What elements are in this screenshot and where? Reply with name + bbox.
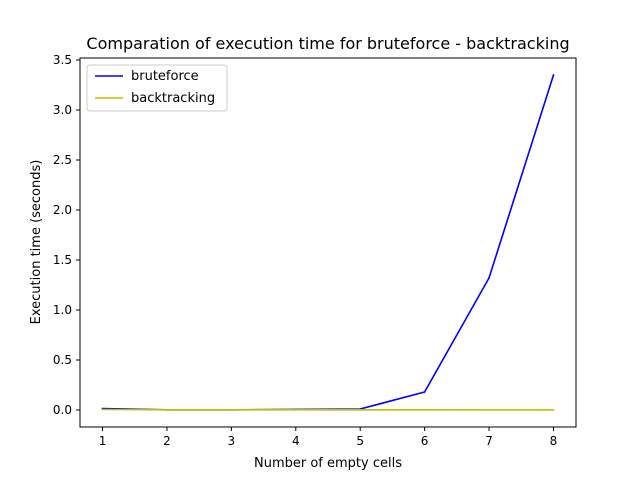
- axes-frame: [79, 57, 577, 428]
- x-tick-label-6: 6: [421, 434, 429, 448]
- data-point-backtracking-2: [166, 409, 168, 411]
- y-tick-label-3.0: 3.0: [53, 103, 72, 117]
- x-tick-label-3: 3: [228, 434, 236, 448]
- series-lines: [101, 74, 555, 411]
- y-tick-label-1.5: 1.5: [53, 253, 72, 267]
- data-point-backtracking-8: [552, 409, 555, 411]
- data-point-backtracking-7: [488, 409, 490, 411]
- x-tick-label-1: 1: [99, 434, 107, 448]
- y-tick-label-1.0: 1.0: [53, 303, 72, 317]
- data-point-backtracking-5: [359, 409, 362, 411]
- data-point-bruteforce-6: [423, 391, 426, 393]
- y-tick-label-0.0: 0.0: [53, 403, 72, 417]
- x-tick-label-7: 7: [485, 434, 493, 448]
- legend-label-bruteforce: bruteforce: [131, 69, 199, 84]
- x-tick-label-5: 5: [356, 434, 364, 448]
- x-tick-label-2: 2: [163, 434, 171, 448]
- legend-label-backtracking: backtracking: [131, 91, 215, 106]
- data-point-bruteforce-7: [488, 277, 490, 279]
- data-point-backtracking-4: [294, 409, 297, 411]
- x-tick-label-4: 4: [292, 434, 300, 448]
- chart-title: Comparation of execution time for brutef…: [86, 34, 569, 53]
- y-axis-label: Execution time (seconds): [29, 160, 44, 325]
- x-tick-label-8: 8: [550, 434, 558, 448]
- data-point-backtracking-6: [423, 409, 426, 411]
- x-axis-label: Number of empty cells: [254, 456, 402, 471]
- y-tick-label-2.0: 2.0: [53, 203, 72, 217]
- y-tick-label-3.5: 3.5: [53, 53, 72, 67]
- legend: bruteforce backtracking: [86, 64, 228, 112]
- y-tick-label-0.5: 0.5: [53, 353, 72, 367]
- data-point-bruteforce-8: [552, 74, 555, 76]
- axis-ticks: 1 2 3 4 5 6 7 8 0.0 0.5 1.0 1.5 2.0 2.5 3.0 3.5: [53, 53, 557, 448]
- y-tick-label-2.5: 2.5: [53, 153, 72, 167]
- data-point-backtracking-1: [101, 408, 104, 411]
- data-point-backtracking-3: [230, 409, 233, 411]
